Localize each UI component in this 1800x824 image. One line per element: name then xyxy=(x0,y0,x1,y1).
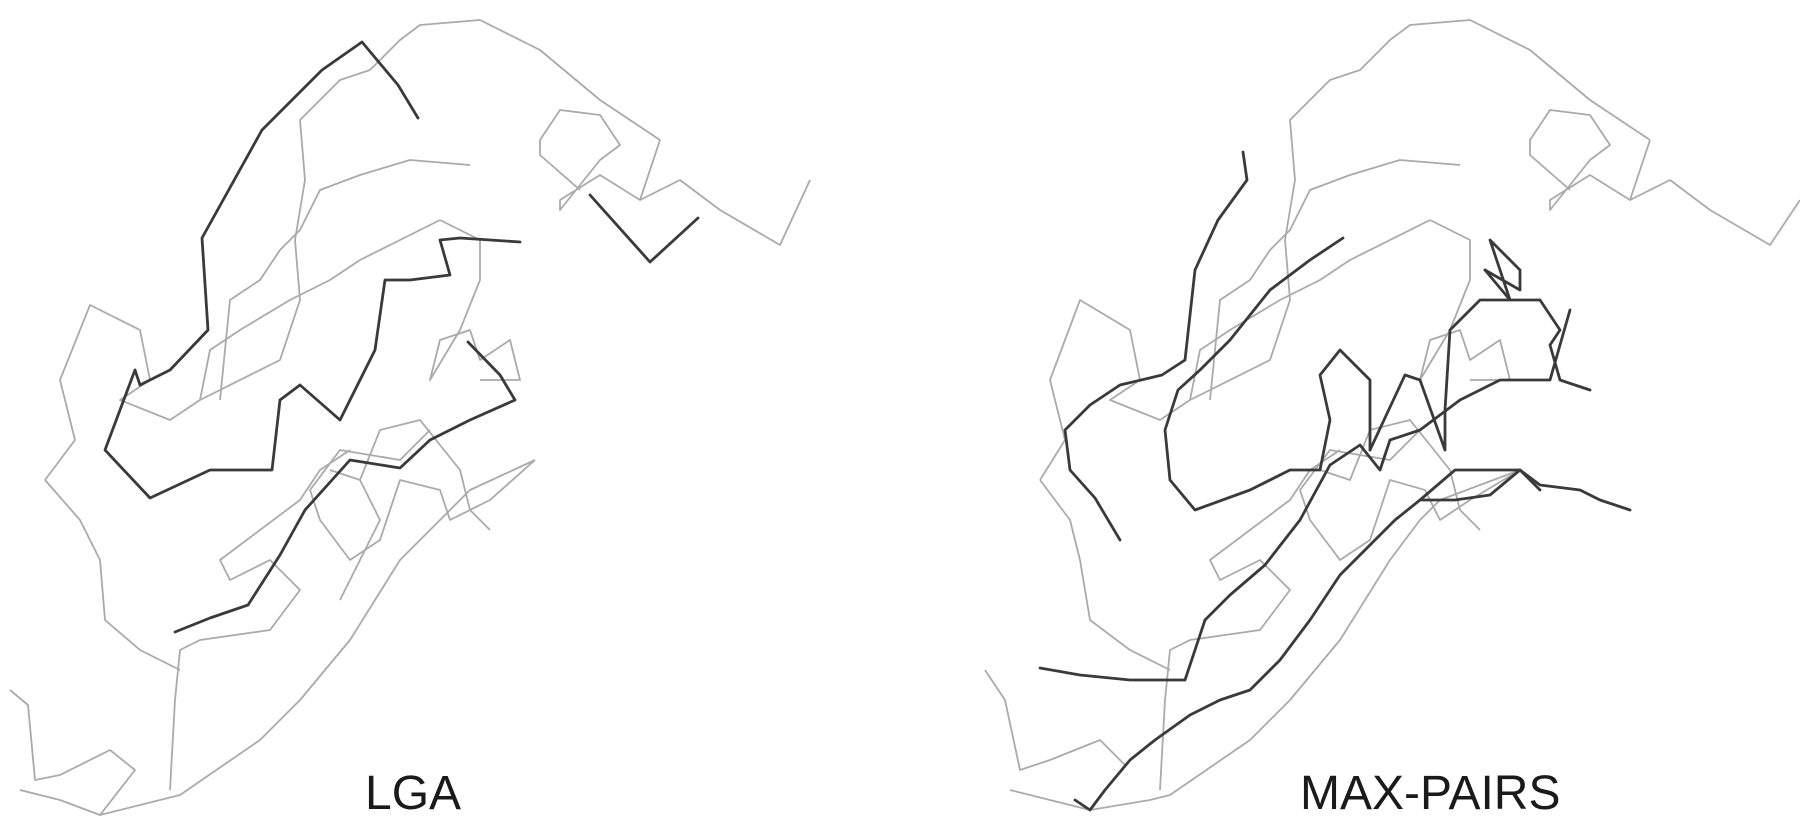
lga-label: LGA xyxy=(365,767,462,820)
reference-trace-segment xyxy=(1189,19,1651,401)
reference-trace-segment xyxy=(199,19,661,401)
max-pairs-label: MAX-PAIRS xyxy=(1300,767,1561,820)
superposed-trace-segment xyxy=(1163,236,1372,512)
reference-trace-segment xyxy=(1299,429,1521,561)
reference-trace-segment xyxy=(1189,219,1431,401)
superposed-trace-segment xyxy=(1418,468,1632,512)
reference-trace-segment xyxy=(309,429,536,561)
reference-trace-segment xyxy=(1529,109,1651,211)
reference-trace-segment xyxy=(329,419,491,531)
superposed-trace-segment xyxy=(1038,308,1572,682)
reference-trace-segment xyxy=(99,459,536,816)
reference-trace-segment xyxy=(219,159,471,401)
reference-trace-segment xyxy=(1419,219,1511,381)
reference-trace-segment xyxy=(44,304,201,481)
reference-trace-segment xyxy=(429,219,521,381)
reference-trace-segment xyxy=(1209,159,1461,401)
superposed-trace-segment xyxy=(278,236,522,422)
reference-trace-segment xyxy=(44,479,181,671)
max-pairs-panel: MAX-PAIRS xyxy=(900,0,1800,824)
reference-trace-segment xyxy=(1039,479,1171,671)
max-pairs-superposed-backbone xyxy=(1038,150,1632,812)
reference-trace-segment xyxy=(9,689,136,816)
max-pairs-structure-superposition xyxy=(984,19,1800,812)
superposed-trace-segment xyxy=(1483,268,1592,392)
superposed-trace-segment xyxy=(1073,468,1542,812)
reference-trace-segment xyxy=(1159,449,1341,791)
lga-panel: LGA xyxy=(9,19,811,820)
max-pairs-reference-backbone xyxy=(984,19,1800,811)
reference-trace-segment xyxy=(339,479,381,601)
superposed-trace-segment xyxy=(1368,238,1522,452)
reference-trace-segment xyxy=(1629,179,1800,246)
lga-reference-backbone xyxy=(9,19,811,816)
reference-trace-segment xyxy=(984,669,1126,811)
superposed-trace-segment xyxy=(173,340,517,634)
superposed-trace-segment xyxy=(1063,150,1249,542)
reference-trace-segment xyxy=(169,449,351,791)
superposed-trace-segment xyxy=(103,40,420,500)
reference-trace-segment xyxy=(199,219,441,401)
lga-structure-superposition xyxy=(9,19,811,816)
reference-trace-segment xyxy=(1039,299,1191,481)
reference-trace-segment xyxy=(539,109,661,211)
superposed-trace-segment xyxy=(588,193,700,264)
reference-trace-segment xyxy=(1089,469,1521,811)
reference-trace-segment xyxy=(1319,419,1481,531)
reference-trace-segment xyxy=(639,179,811,246)
lga-superposed-backbone xyxy=(103,40,700,634)
